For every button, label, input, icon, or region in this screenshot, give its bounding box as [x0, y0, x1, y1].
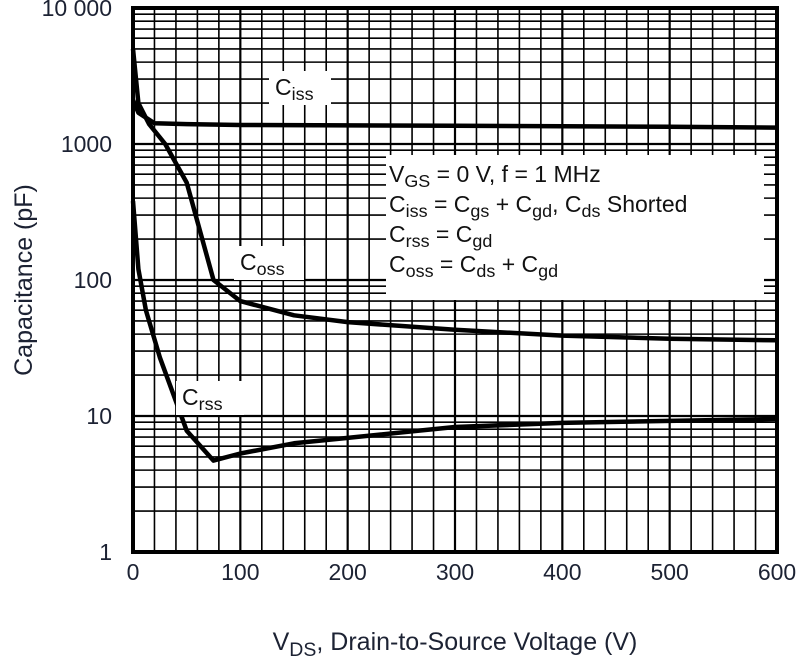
text-segment: = C	[428, 191, 471, 217]
series-label: Ciss	[275, 74, 314, 104]
x-tick-label: 100	[221, 559, 259, 585]
subscript: gd	[472, 231, 492, 251]
subscript: DS	[289, 639, 316, 661]
text-segment: C	[389, 251, 406, 277]
subscript: iss	[406, 201, 428, 221]
text-segment: C	[389, 221, 406, 247]
text-segment: C	[240, 249, 257, 275]
series-label: Coss	[240, 249, 285, 279]
x-tick-label: 0	[127, 559, 140, 585]
subscript: gd	[538, 261, 558, 281]
y-tick-label: 10	[86, 403, 112, 429]
text-segment: + C	[489, 191, 532, 217]
subscript: GS	[404, 171, 430, 191]
subscript: ds	[582, 201, 601, 221]
subscript: rss	[406, 231, 430, 251]
subscript: iss	[292, 84, 314, 104]
annotation-line: Ciss = Cgs + Cgd, Cds Shorted	[389, 191, 687, 221]
x-tick-label: 200	[328, 559, 366, 585]
x-tick-label: 300	[436, 559, 474, 585]
series-label-bg	[176, 381, 244, 415]
text-segment: V	[273, 628, 290, 656]
y-axis-label: Capacitance (pF)	[10, 184, 38, 376]
annotation-line: Coss = Cds + Cgd	[389, 251, 558, 281]
text-segment: C	[389, 191, 406, 217]
subscript: rss	[199, 394, 223, 414]
text-segment: , Drain-to-Source Voltage (V)	[316, 628, 637, 656]
annotation-line: Crss = Cgd	[389, 221, 492, 251]
curve-coss	[130, 48, 778, 343]
text-segment: C	[275, 74, 292, 100]
subscript: gd	[532, 201, 552, 221]
y-tick-label: 100	[74, 267, 112, 293]
series-label-bg	[234, 246, 304, 280]
x-tick-label: 500	[650, 559, 688, 585]
subscript: gs	[470, 201, 489, 221]
annotation-line: VGS = 0 V, f = 1 MHz	[389, 161, 601, 191]
curves	[130, 48, 778, 463]
x-tick-label: 400	[543, 559, 581, 585]
text-segment: = C	[434, 251, 477, 277]
subscript: oss	[257, 259, 285, 279]
plot-frame	[131, 6, 779, 554]
text-segment: Shorted	[600, 191, 687, 217]
y-tick-label: 1000	[61, 131, 112, 157]
subscript: oss	[406, 261, 434, 281]
subscript: ds	[476, 261, 495, 281]
x-axis-label: VDS, Drain-to-Source Voltage (V)	[273, 628, 638, 661]
series-label: Crss	[182, 384, 223, 414]
annotation-bg	[386, 155, 764, 300]
y-tick-label: 1	[99, 539, 112, 565]
tick-labels: 0 100 200 300 400 500 600 1 10 100 1000 10 000	[42, 0, 797, 585]
y-tick-label: 10 000	[42, 0, 112, 21]
text-segment: V	[389, 161, 405, 187]
x-tick-label: 600	[758, 559, 796, 585]
text-segment: C	[182, 384, 199, 410]
text-segment: , C	[552, 191, 581, 217]
text-segment: = C	[430, 221, 473, 247]
curve-crss	[130, 200, 778, 463]
text-segment: + C	[495, 251, 538, 277]
series-label-bg	[269, 71, 331, 105]
text-segment: = 0 V, f = 1 MHz	[430, 161, 600, 187]
